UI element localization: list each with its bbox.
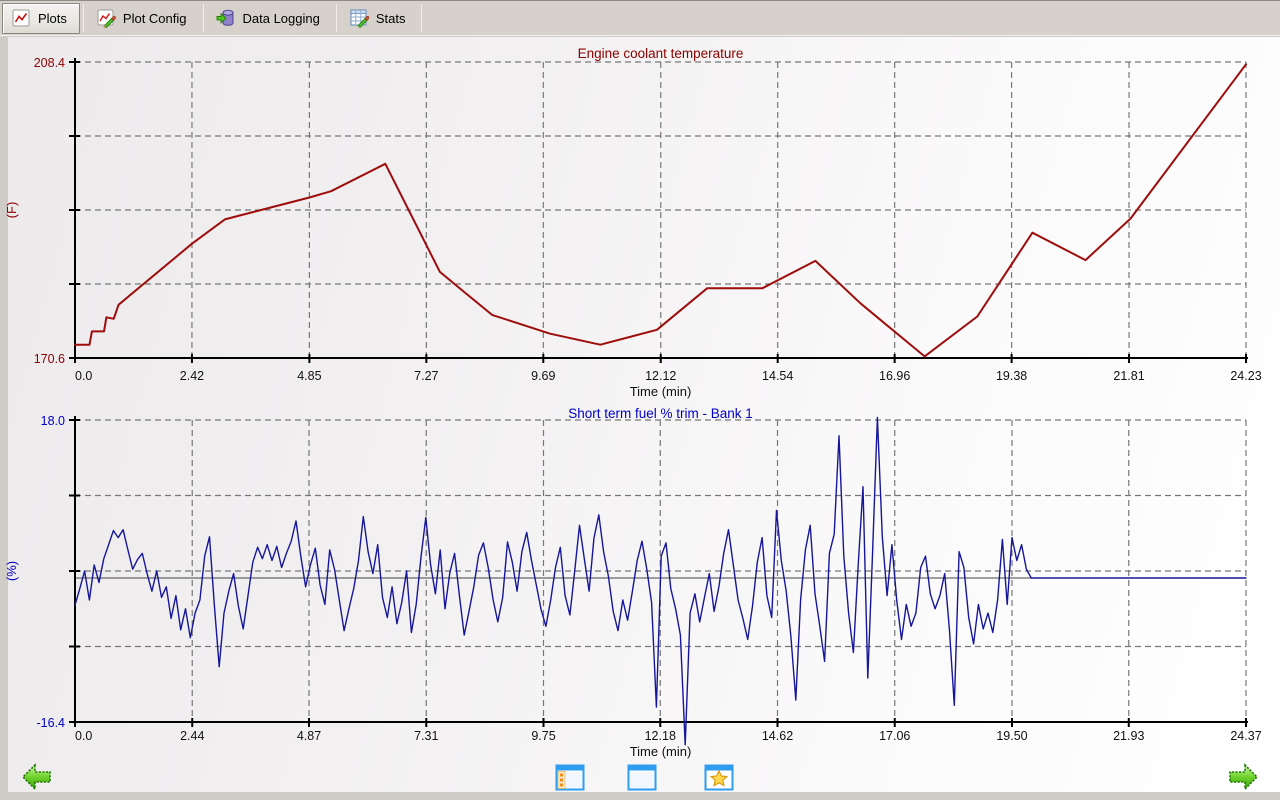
x-tick-label: 9.69	[531, 369, 555, 383]
x-tick-label: 14.54	[762, 369, 793, 383]
plot-edit-icon	[96, 8, 116, 28]
window-favorite-button[interactable]	[704, 764, 734, 791]
x-tick-label: 0.0	[75, 369, 92, 383]
tab-data-logging-label: Data Logging	[243, 11, 320, 26]
previous-page-button[interactable]	[20, 762, 54, 792]
x-tick-label: 0.0	[75, 729, 92, 743]
green-right-arrow-icon	[1226, 762, 1260, 792]
toolbar-separator	[421, 4, 422, 32]
window-with-sidebar-button[interactable]	[555, 764, 585, 791]
x-axis-label: Time (min)	[630, 384, 692, 399]
x-tick-label: 16.96	[879, 369, 910, 383]
toolbar-separator	[83, 4, 84, 32]
window-with-sidebar-icon	[555, 764, 585, 791]
tab-stats[interactable]: Stats	[340, 3, 419, 34]
fuel-trim-chart[interactable]: 0.0 2.44 4.87 7.31 9.75 12.18 14.62 17.06 19.50 2…	[0, 406, 1280, 760]
stats-grid-icon	[349, 8, 369, 28]
tab-plots[interactable]: Plots	[2, 3, 80, 34]
x-tick-label: 12.12	[645, 369, 676, 383]
fuel-trim-chart-title: Short term fuel % trim - Bank 1	[568, 406, 753, 421]
x-tick-label: 7.31	[414, 729, 438, 743]
next-page-button[interactable]	[1226, 762, 1260, 792]
tab-plot-config-label: Plot Config	[123, 11, 187, 26]
x-tick-label: 9.75	[531, 729, 555, 743]
x-tick-label: 24.23	[1230, 369, 1261, 383]
x-tick-label: 14.62	[762, 729, 793, 743]
x-tick-label: 2.42	[180, 369, 204, 383]
database-arrow-icon	[216, 8, 236, 28]
tab-plots-label: Plots	[38, 11, 67, 26]
coolant-temp-chart[interactable]: 0.0 2.42 4.85 7.27 9.69 12.12 14.54 16.96 19.38 2…	[0, 36, 1280, 406]
y-axis-label: (F)	[4, 202, 19, 219]
x-tick-label: 17.06	[879, 729, 910, 743]
y-min-label: 170.6	[34, 352, 65, 366]
toolbar-separator	[336, 4, 337, 32]
x-axis-label: Time (min)	[630, 744, 692, 759]
y-min-label: -16.4	[37, 716, 66, 730]
coolant-chart-title: Engine coolant temperature	[578, 46, 744, 61]
x-tick-label: 12.18	[645, 729, 676, 743]
window-plain-icon	[627, 764, 657, 791]
line-chart-icon	[11, 8, 31, 28]
toolbar: Plots Plot Config	[0, 0, 1280, 36]
y-max-label: 18.0	[41, 414, 65, 428]
y-max-label: 208.4	[34, 56, 65, 70]
panel-frame-bottom	[0, 792, 1280, 800]
y-axis-label: (%)	[4, 561, 19, 581]
x-tick-label: 21.93	[1113, 729, 1144, 743]
x-tick-label: 2.44	[180, 729, 204, 743]
window-favorite-icon	[704, 764, 734, 791]
toolbar-separator	[203, 4, 204, 32]
x-tick-label: 4.85	[297, 369, 321, 383]
x-tick-label: 24.37	[1230, 729, 1261, 743]
tab-stats-label: Stats	[376, 11, 406, 26]
x-tick-label: 21.81	[1113, 369, 1144, 383]
x-tick-label: 7.27	[414, 369, 438, 383]
obd-plots-window: Plots Plot Config	[0, 0, 1280, 800]
x-tick-label: 19.38	[996, 369, 1027, 383]
window-plain-button[interactable]	[627, 764, 657, 791]
tab-data-logging[interactable]: Data Logging	[207, 3, 333, 34]
x-tick-label: 4.87	[297, 729, 321, 743]
green-left-arrow-icon	[20, 762, 54, 792]
x-tick-label: 19.50	[996, 729, 1027, 743]
tab-plot-config[interactable]: Plot Config	[87, 3, 200, 34]
